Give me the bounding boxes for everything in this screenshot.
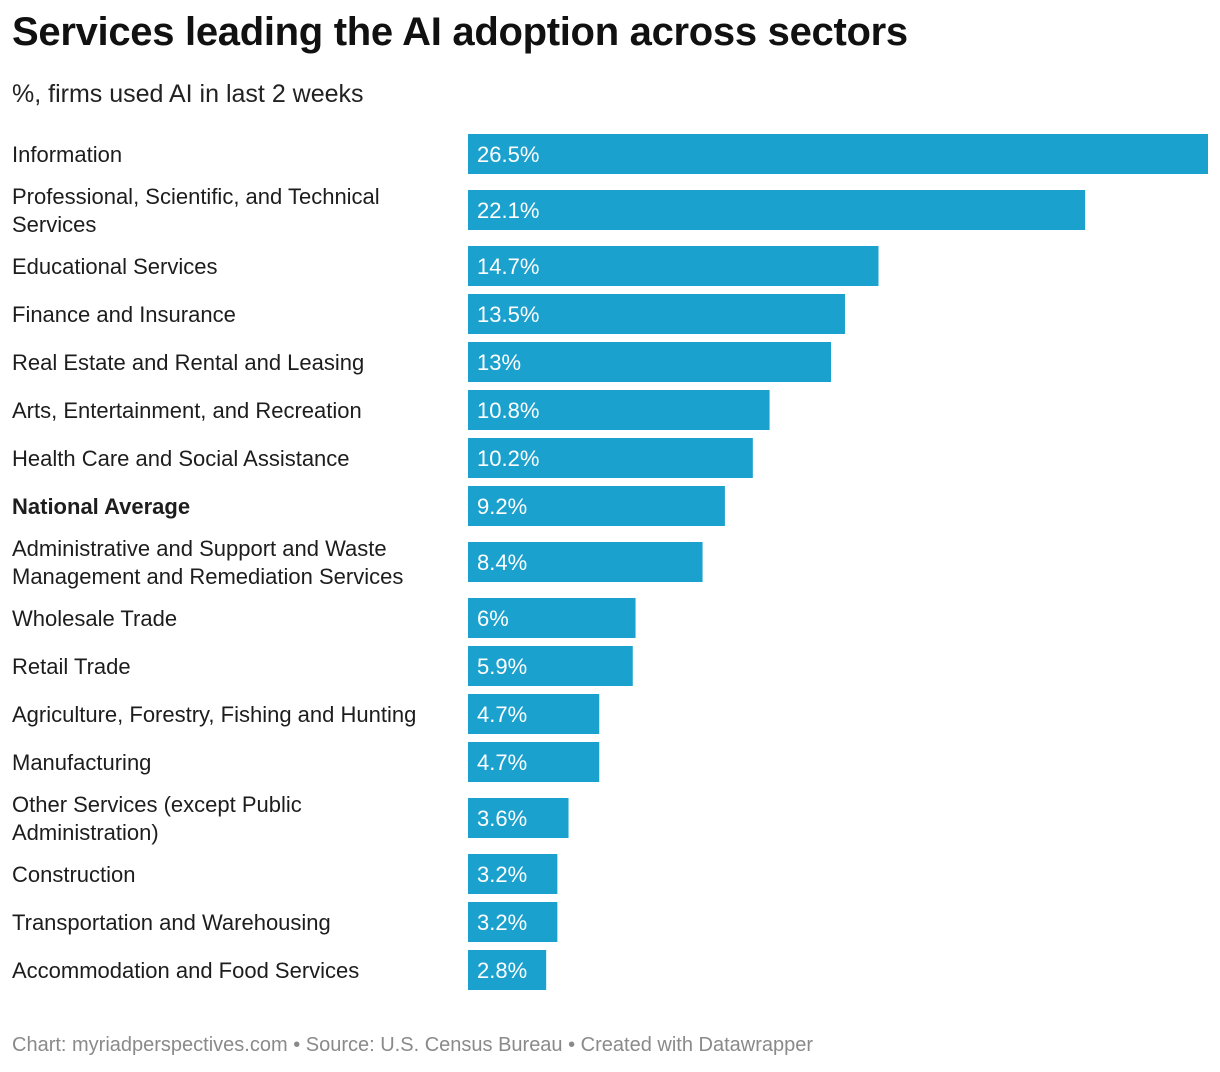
bar-row: Other Services (except Public Administrat… [12, 792, 569, 845]
bar [468, 646, 633, 686]
category-label: Finance and Insurance [12, 302, 236, 327]
category-label: Information [12, 142, 122, 167]
chart-footer: Chart: myriadperspectives.com • Source: … [12, 1034, 814, 1056]
bar [468, 598, 636, 638]
bar [468, 190, 1086, 230]
bar-row: Professional, Scientific, and Technical S… [12, 184, 1086, 237]
category-label: Wholesale Trade [12, 606, 177, 631]
bar [468, 246, 879, 286]
category-label: Professional, Scientific, and Technical S… [12, 184, 380, 237]
value-label: 10.8% [477, 398, 539, 423]
bar-row: Accommodation and Food Services 2.8% [12, 950, 547, 990]
bar [468, 438, 753, 478]
category-label: Other Services (except Public Administrat… [12, 792, 302, 845]
bar [468, 342, 832, 382]
category-label: Transportation and Warehousing [12, 910, 331, 935]
chart-title: Services leading the AI adoption across … [12, 10, 908, 54]
category-label: Educational Services [12, 254, 217, 279]
category-label: Agriculture, Forestry, Fishing and Hunti… [12, 702, 416, 727]
value-label: 5.9% [477, 654, 527, 679]
bar-row: Educational Services 14.7% [12, 246, 879, 286]
category-label: Real Estate and Rental and Leasing [12, 350, 364, 375]
value-label: 10.2% [477, 446, 539, 471]
value-label: 8.4% [477, 550, 527, 575]
value-label: 2.8% [477, 958, 527, 983]
value-label: 6% [477, 606, 509, 631]
category-label: Administrative and Support and Waste Mana… [12, 536, 403, 589]
category-label: Construction [12, 862, 136, 887]
bar-row: National Average 9.2% [12, 486, 725, 526]
bar [468, 486, 725, 526]
category-label: Manufacturing [12, 750, 151, 775]
bar-row: Retail Trade 5.9% [12, 646, 633, 686]
bar-row: Transportation and Warehousing 3.2% [12, 902, 558, 942]
value-label: 3.2% [477, 862, 527, 887]
bar [468, 694, 600, 734]
bar-row: Construction 3.2% [12, 854, 558, 894]
value-label: 22.1% [477, 198, 539, 223]
bar [468, 390, 770, 430]
category-label: Health Care and Social Assistance [12, 446, 350, 471]
value-label: 4.7% [477, 702, 527, 727]
bar-row: Finance and Insurance 13.5% [12, 294, 845, 334]
category-label: Accommodation and Food Services [12, 958, 359, 983]
bar-row: Information 26.5% [12, 134, 1208, 174]
bar-row: Agriculture, Forestry, Fishing and Hunti… [12, 694, 600, 734]
value-label: 14.7% [477, 254, 539, 279]
chart-subtitle: %, firms used AI in last 2 weeks [12, 80, 364, 108]
bar [468, 542, 703, 582]
value-label: 3.6% [477, 806, 527, 831]
category-label: Retail Trade [12, 654, 131, 679]
bar-row: Administrative and Support and Waste Mana… [12, 536, 703, 589]
bar [468, 902, 558, 942]
bar-row: Wholesale Trade 6% [12, 598, 636, 638]
bar-row: Manufacturing 4.7% [12, 742, 600, 782]
bar-row: Health Care and Social Assistance 10.2% [12, 438, 753, 478]
bar [468, 294, 845, 334]
value-label: 9.2% [477, 494, 527, 519]
value-label: 13.5% [477, 302, 539, 327]
bar [468, 798, 569, 838]
value-label: 4.7% [477, 750, 527, 775]
bar [468, 854, 558, 894]
value-label: 26.5% [477, 142, 539, 167]
bar [468, 950, 547, 990]
bar [468, 134, 1208, 174]
value-label: 3.2% [477, 910, 527, 935]
bar [468, 742, 600, 782]
bar-row: Real Estate and Rental and Leasing 13% [12, 342, 832, 382]
bar-row: Arts, Entertainment, and Recreation 10.8% [12, 390, 770, 430]
value-label: 13% [477, 350, 521, 375]
category-label: National Average [12, 494, 190, 519]
category-label: Arts, Entertainment, and Recreation [12, 398, 362, 423]
